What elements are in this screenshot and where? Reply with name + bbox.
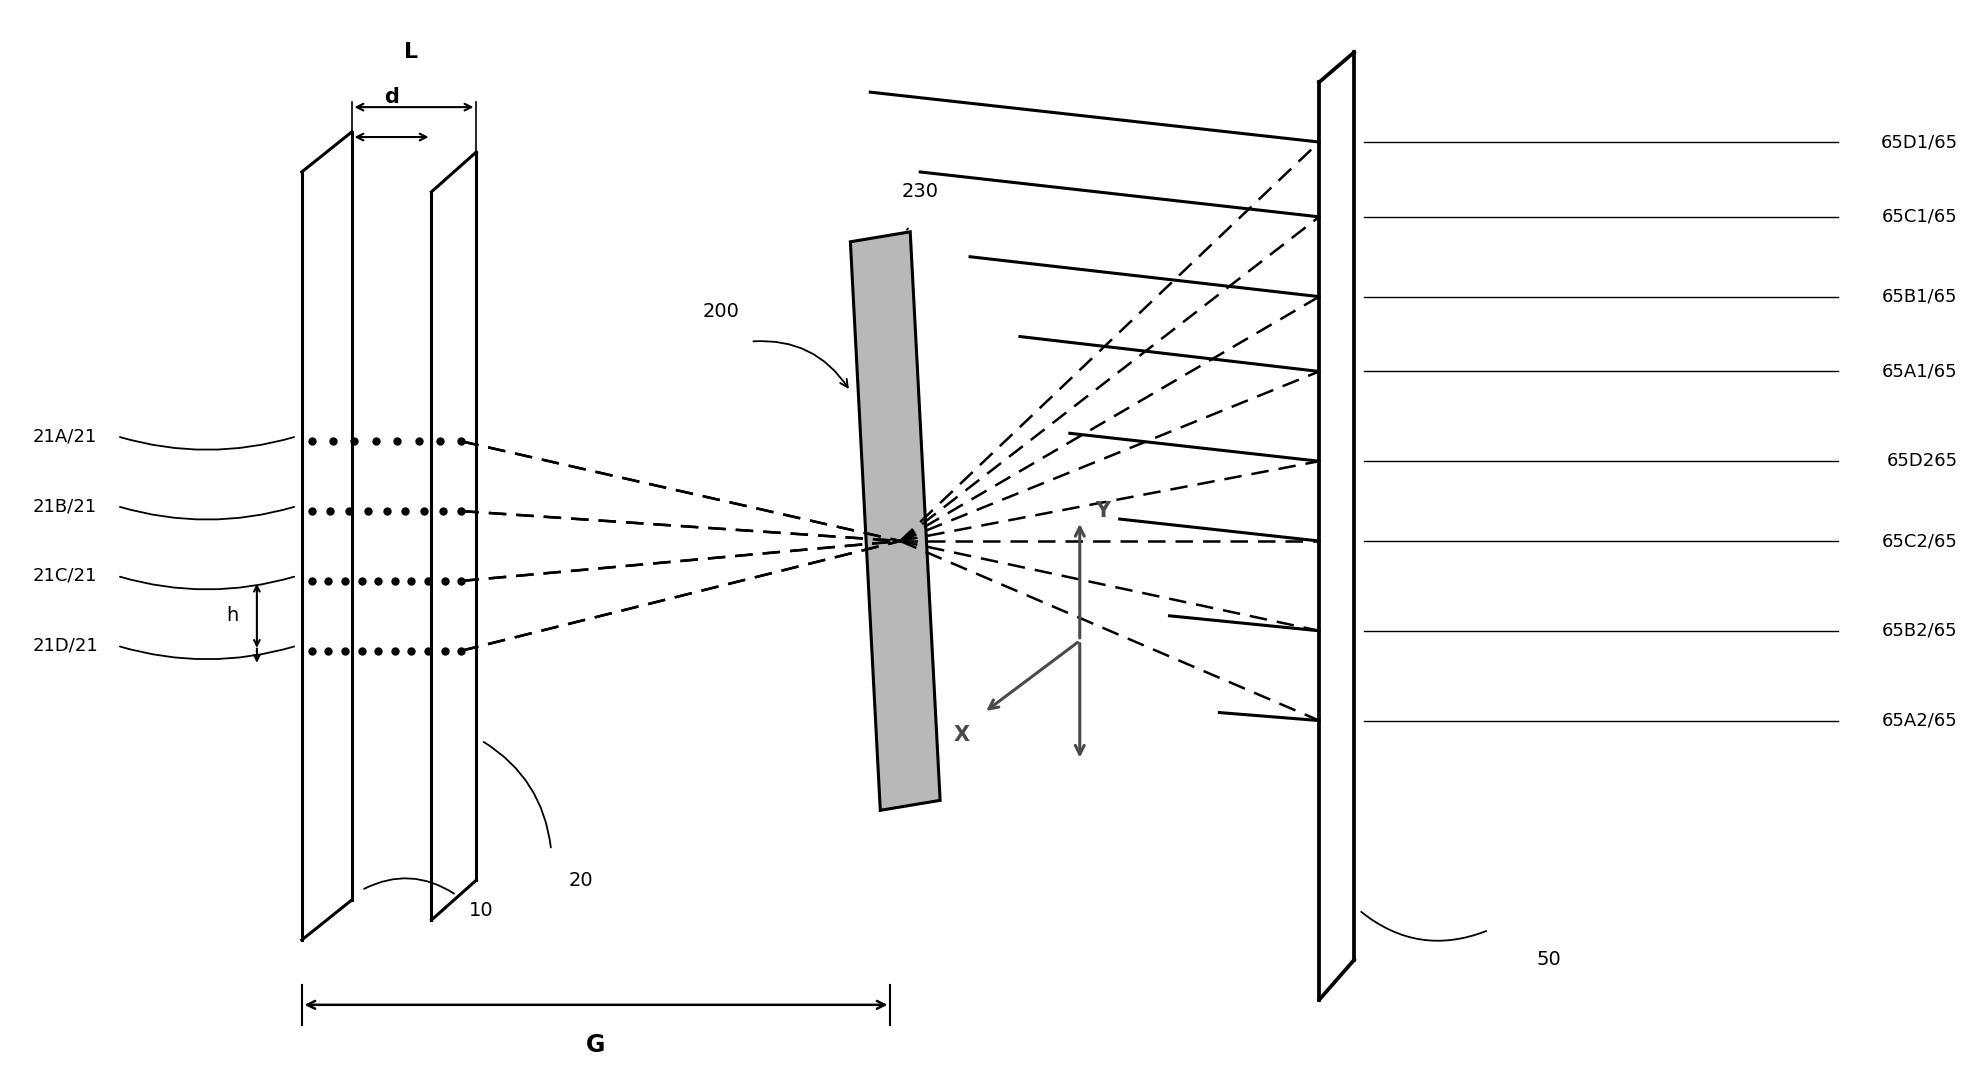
Text: 200: 200	[702, 302, 740, 321]
Text: 65B1/65: 65B1/65	[1883, 288, 1958, 305]
FancyArrowPatch shape	[119, 647, 294, 659]
Text: 230: 230	[903, 182, 938, 202]
FancyArrowPatch shape	[119, 507, 294, 519]
Polygon shape	[851, 231, 940, 811]
FancyArrowPatch shape	[119, 577, 294, 589]
Text: 10: 10	[469, 900, 493, 920]
Text: L: L	[404, 43, 419, 62]
Text: 21C/21: 21C/21	[32, 567, 97, 585]
Text: 65D1/65: 65D1/65	[1881, 133, 1958, 151]
Text: 21A/21: 21A/21	[32, 428, 97, 445]
Text: 65A2/65: 65A2/65	[1883, 711, 1958, 730]
Text: 65A1/65: 65A1/65	[1883, 362, 1958, 381]
FancyArrowPatch shape	[753, 341, 847, 387]
Text: X: X	[954, 724, 970, 744]
Text: 65D265: 65D265	[1887, 452, 1958, 470]
Text: 21D/21: 21D/21	[32, 637, 97, 655]
Text: 21B/21: 21B/21	[32, 497, 97, 515]
FancyArrowPatch shape	[119, 437, 294, 449]
FancyArrowPatch shape	[483, 742, 551, 848]
Text: h: h	[227, 607, 239, 625]
Text: 65B2/65: 65B2/65	[1883, 622, 1958, 639]
Text: G: G	[586, 1033, 606, 1057]
FancyArrowPatch shape	[1362, 912, 1487, 940]
Text: Y: Y	[1095, 501, 1109, 521]
Text: d: d	[384, 87, 400, 107]
Text: 50: 50	[1537, 950, 1561, 970]
Text: 65C2/65: 65C2/65	[1883, 532, 1958, 550]
Text: 20: 20	[569, 871, 592, 889]
FancyArrowPatch shape	[364, 878, 453, 894]
Text: 65C1/65: 65C1/65	[1883, 208, 1958, 226]
